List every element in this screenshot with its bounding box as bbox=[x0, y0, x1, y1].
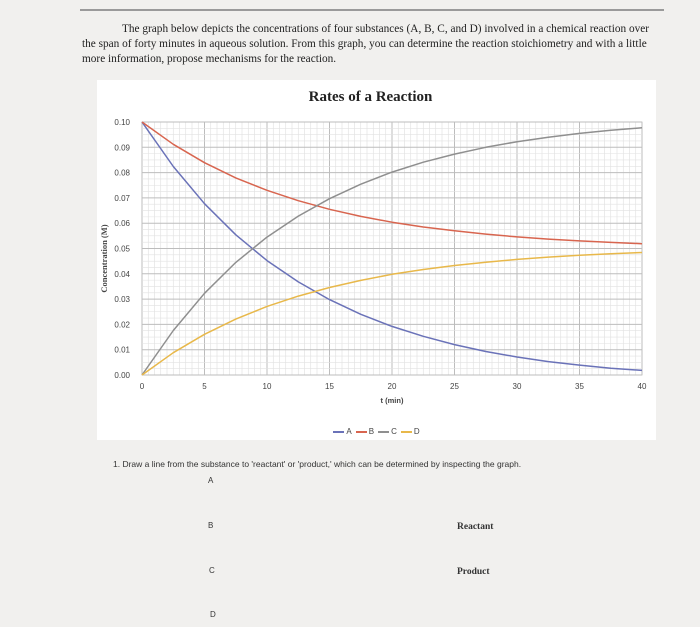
y-tick-label: 0.00 bbox=[114, 371, 130, 380]
y-tick-label: 0.03 bbox=[114, 295, 130, 304]
y-tick-label: 0.05 bbox=[114, 245, 130, 254]
legend-swatch bbox=[378, 430, 390, 433]
substance-d: D bbox=[210, 610, 216, 619]
legend-swatch bbox=[333, 430, 345, 433]
y-tick-label: 0.08 bbox=[114, 169, 130, 178]
x-tick-label: 15 bbox=[325, 382, 334, 391]
top-rule bbox=[80, 9, 664, 11]
legend-item-d: D bbox=[400, 427, 420, 436]
product-label: Product bbox=[457, 567, 490, 577]
legend-item-c: C bbox=[378, 427, 397, 436]
legend-item-b: B bbox=[355, 427, 375, 436]
legend-label: C bbox=[391, 427, 397, 436]
legend-item-a: A bbox=[333, 427, 352, 436]
series-line-b bbox=[141, 121, 643, 245]
substance-a: A bbox=[208, 476, 214, 485]
reactant-label: Reactant bbox=[457, 522, 494, 532]
y-tick-label: 0.06 bbox=[114, 219, 130, 228]
substance-c: C bbox=[209, 566, 215, 575]
x-tick-label: 5 bbox=[202, 382, 207, 391]
y-tick-label: 0.10 bbox=[114, 118, 130, 127]
legend-swatch bbox=[355, 430, 367, 433]
series-line-c bbox=[141, 127, 643, 376]
series-line-a bbox=[141, 121, 643, 372]
question-text: 1. Draw a line from the substance to 're… bbox=[113, 459, 522, 469]
chart-svg: 0.00 0.01 0.02 0.03 0.04 0.05 0.06 0.07 0.08 0.09… bbox=[99, 118, 647, 405]
x-tick-label: 20 bbox=[388, 382, 397, 391]
legend-swatch bbox=[400, 430, 412, 433]
intro-paragraph: The graph below depicts the concentratio… bbox=[82, 23, 650, 65]
x-tick-label: 35 bbox=[575, 382, 584, 391]
x-tick-label: 40 bbox=[638, 382, 647, 391]
chart-title: Rates of a Reaction bbox=[308, 89, 433, 105]
x-tick-label: 0 bbox=[140, 382, 145, 391]
legend-label: B bbox=[368, 427, 375, 436]
y-tick-label: 0.02 bbox=[114, 320, 130, 329]
x-tick-label: 25 bbox=[450, 382, 459, 391]
y-tick-label: 0.09 bbox=[114, 143, 130, 152]
x-axis-label: t (min) bbox=[381, 396, 404, 405]
x-tick-label: 10 bbox=[263, 382, 272, 391]
substance-b: B bbox=[208, 521, 214, 530]
y-tick-label: 0.04 bbox=[114, 270, 130, 279]
series-line-d bbox=[141, 251, 643, 376]
chart-legend: A B C D bbox=[97, 427, 656, 436]
y-axis-label: Concentration (M) bbox=[99, 224, 109, 292]
x-tick-label: 30 bbox=[513, 382, 522, 391]
legend-label: A bbox=[346, 427, 352, 436]
chart-panel: 0.00 0.01 0.02 0.03 0.04 0.05 0.06 0.07 0.08 0.09… bbox=[97, 80, 656, 440]
y-tick-label: 0.01 bbox=[114, 346, 130, 355]
legend-label: D bbox=[413, 427, 420, 436]
y-tick-label: 0.07 bbox=[114, 194, 130, 203]
